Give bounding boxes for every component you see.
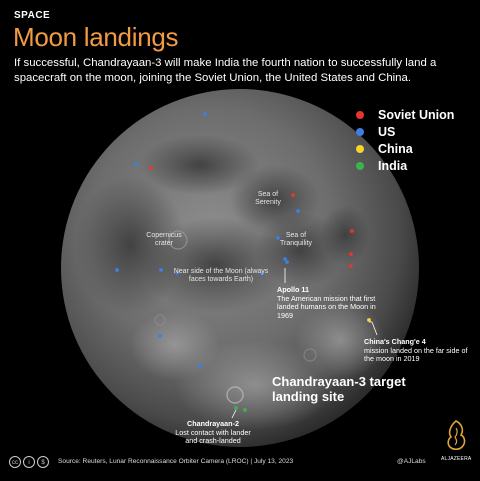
legend-label: China — [378, 141, 413, 156]
leader-lines — [231, 268, 378, 419]
section-label: SPACE — [14, 10, 51, 21]
us-site[interactable] — [158, 334, 162, 338]
soviet-site[interactable] — [149, 166, 153, 170]
maria-shading — [75, 135, 385, 430]
legend-dot — [356, 127, 364, 136]
logo-text: ALJAZEERA — [441, 456, 472, 462]
us-site[interactable] — [198, 364, 202, 368]
us-site[interactable] — [175, 271, 179, 275]
us-site[interactable] — [134, 162, 138, 166]
us-site[interactable] — [283, 257, 287, 261]
legend-dot — [356, 161, 364, 170]
page-title: Moon landings — [13, 22, 179, 52]
us-site[interactable] — [296, 209, 300, 213]
soviet-site[interactable] — [349, 252, 353, 256]
us-site[interactable] — [159, 268, 163, 272]
cc-icon: cc — [9, 456, 21, 468]
page-subtitle: If successful, Chandrayaan-3 will make I… — [14, 57, 437, 84]
source-credit: Source: Reuters, Lunar Reconnaissance Or… — [58, 458, 294, 465]
soviet-site[interactable] — [350, 229, 354, 233]
apollo-annotation: Apollo 11 The American mission that firs… — [277, 285, 377, 320]
soviet-site[interactable] — [291, 193, 295, 197]
target-landing-label: Chandrayaan-3 target landing site — [272, 374, 406, 404]
legend: Soviet Union US China India — [356, 106, 454, 174]
soviet-site[interactable] — [349, 264, 353, 268]
landing-sites — [115, 112, 371, 412]
nc-icon: $ — [37, 456, 49, 468]
us-site[interactable] — [276, 236, 280, 240]
apollo-title: Apollo 11 — [277, 285, 309, 294]
china-site[interactable] — [367, 318, 371, 322]
footer: cc i $ Source: Reuters, Lunar Reconnaiss… — [0, 454, 480, 470]
label-sea-of-tranquility: Sea of Tranquility — [279, 232, 313, 247]
legend-label: India — [378, 158, 408, 173]
label-near-side: Near side of the Moon (always faces towa… — [173, 268, 269, 283]
us-site[interactable] — [203, 112, 207, 116]
us-site[interactable] — [115, 268, 119, 272]
label-sea-of-serenity: Sea of Serenity — [255, 191, 281, 206]
india-site[interactable] — [243, 408, 247, 412]
legend-dot — [356, 110, 364, 119]
legend-label: Soviet Union — [378, 107, 455, 122]
ch2-text: Lost contact with lander and crash-lande… — [175, 427, 251, 445]
change-annotation: China's Chang'e 4 mission landed on the … — [364, 337, 470, 364]
change-text: mission landed on the far side of the mo… — [364, 345, 468, 363]
ch2-title: Chandrayaan-2 — [187, 419, 239, 428]
legend-item: Soviet Union — [356, 106, 454, 123]
chandrayaan2-annotation: Chandrayaan-2 Lost contact with lander a… — [170, 419, 256, 446]
social-handle[interactable]: @AJLabs — [397, 458, 426, 465]
legend-item: India — [356, 157, 454, 174]
apollo-text: The American mission that first landed h… — [277, 293, 376, 320]
india-site[interactable] — [234, 406, 238, 410]
legend-item: US — [356, 123, 454, 140]
legend-item: China — [356, 140, 454, 157]
by-icon: i — [23, 456, 35, 468]
us-site[interactable] — [285, 260, 289, 264]
legend-dot — [356, 144, 364, 153]
aljazeera-logo-icon — [447, 420, 466, 451]
legend-label: US — [378, 124, 396, 139]
label-copernicus-crater: Copernicus crater — [146, 232, 182, 247]
change-title: China's Chang'e 4 — [364, 337, 426, 346]
aljazeera-logo: ALJAZEERA — [441, 418, 471, 466]
license-icons: cc i $ — [9, 456, 49, 468]
us-site[interactable] — [260, 271, 264, 275]
